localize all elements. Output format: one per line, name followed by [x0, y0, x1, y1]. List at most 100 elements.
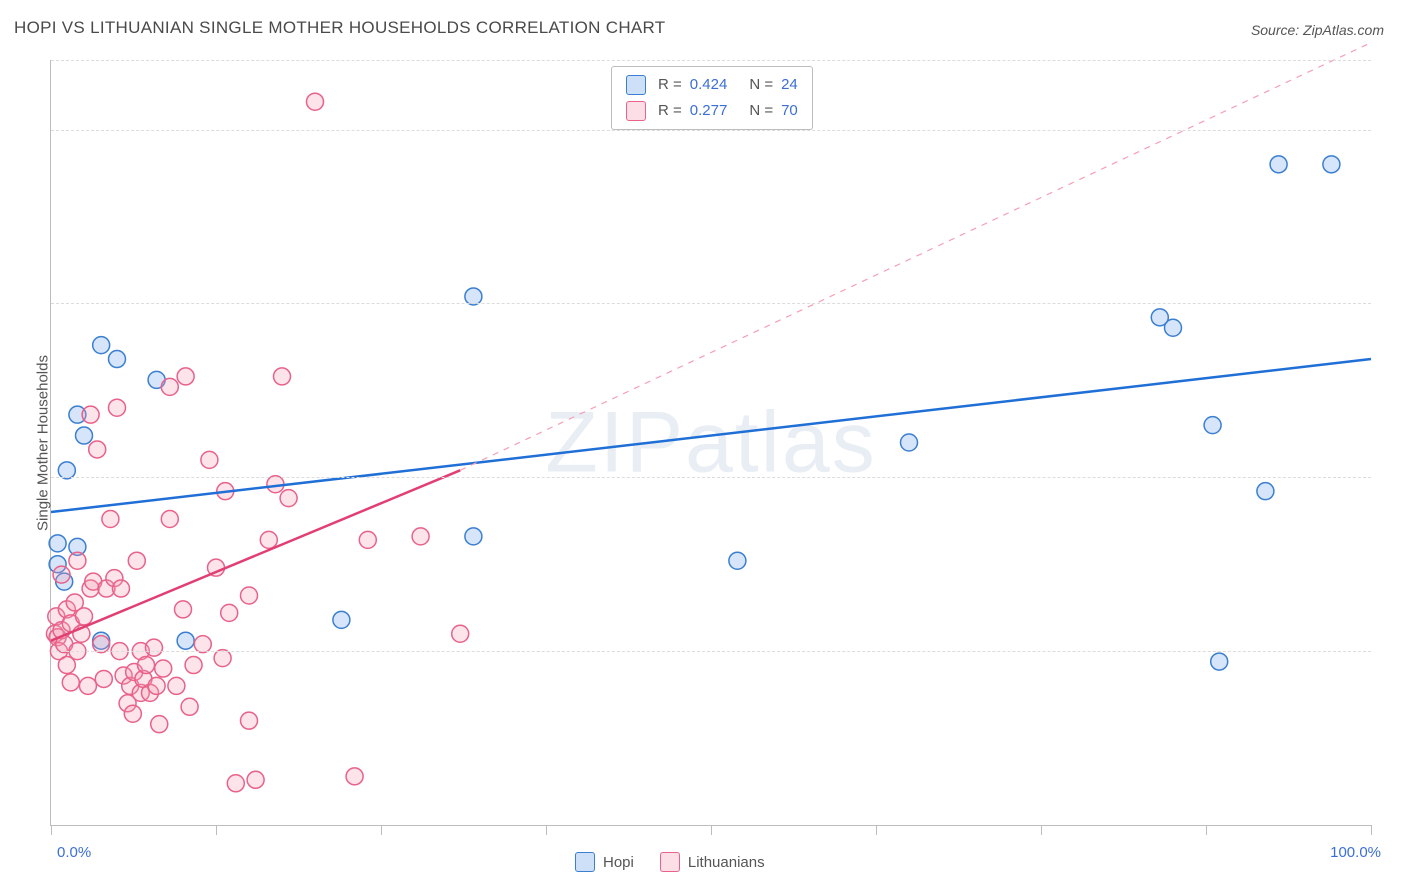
data-point	[124, 705, 141, 722]
data-point	[1204, 417, 1221, 434]
legend-n-value: 24	[781, 72, 798, 98]
data-point	[221, 604, 238, 621]
data-point	[161, 378, 178, 395]
x-tick	[51, 825, 52, 835]
data-point	[145, 639, 162, 656]
data-point	[201, 451, 218, 468]
legend-swatch	[626, 101, 646, 121]
data-point	[161, 511, 178, 528]
data-point	[194, 636, 211, 653]
data-point	[76, 427, 93, 444]
legend-r-value: 0.277	[690, 98, 728, 124]
x-tick	[1371, 825, 1372, 835]
legend-swatch	[660, 852, 680, 872]
legend-r-label: R =	[658, 72, 682, 98]
data-point	[1151, 309, 1168, 326]
legend-n-label: N =	[749, 98, 773, 124]
data-point	[181, 698, 198, 715]
legend-r-value: 0.424	[690, 72, 728, 98]
trend-line	[460, 43, 1371, 471]
gridline	[51, 651, 1371, 652]
data-point	[241, 712, 258, 729]
series-legend-item: Lithuanians	[660, 852, 765, 872]
data-point	[1211, 653, 1228, 670]
gridline	[51, 60, 1371, 61]
data-point	[49, 535, 66, 552]
data-point	[1257, 483, 1274, 500]
x-tick	[711, 825, 712, 835]
data-point	[333, 611, 350, 628]
data-point	[112, 580, 129, 597]
gridline	[51, 477, 1371, 478]
plot-area: ZIPatlas Single Mother Households R = 0.…	[50, 60, 1371, 826]
series-legend: Hopi Lithuanians	[575, 852, 765, 872]
series-legend-item: Hopi	[575, 852, 634, 872]
chart-title: HOPI VS LITHUANIAN SINGLE MOTHER HOUSEHO…	[14, 18, 666, 38]
source-label: Source: ZipAtlas.com	[1251, 22, 1384, 38]
data-point	[76, 608, 93, 625]
data-point	[901, 434, 918, 451]
x-tick	[546, 825, 547, 835]
data-point	[177, 368, 194, 385]
data-point	[729, 552, 746, 569]
legend-n-label: N =	[749, 72, 773, 98]
data-point	[412, 528, 429, 545]
trend-line	[51, 470, 460, 640]
gridline	[51, 130, 1371, 131]
data-point	[151, 716, 168, 733]
data-point	[128, 552, 145, 569]
data-point	[62, 674, 79, 691]
data-point	[307, 93, 324, 110]
legend-row: R = 0.277 N = 70	[626, 98, 798, 124]
data-point	[465, 288, 482, 305]
data-point	[1323, 156, 1340, 173]
x-tick-max: 100.0%	[1330, 844, 1381, 861]
x-tick	[1206, 825, 1207, 835]
y-axis-label: Single Mother Households	[35, 355, 52, 531]
legend-n-value: 70	[781, 98, 798, 124]
x-tick-min: 0.0%	[57, 844, 91, 861]
series-name: Hopi	[603, 854, 634, 871]
gridline	[51, 303, 1371, 304]
x-tick	[381, 825, 382, 835]
x-tick	[216, 825, 217, 835]
data-point	[93, 337, 110, 354]
x-tick	[876, 825, 877, 835]
data-point	[58, 462, 75, 479]
data-point	[214, 650, 231, 667]
data-point	[155, 660, 172, 677]
scatter-svg	[51, 60, 1371, 825]
series-name: Lithuanians	[688, 854, 765, 871]
trend-line	[51, 359, 1371, 512]
data-point	[465, 528, 482, 545]
data-point	[274, 368, 291, 385]
data-point	[1270, 156, 1287, 173]
data-point	[138, 657, 155, 674]
data-point	[53, 566, 70, 583]
data-point	[82, 406, 99, 423]
data-point	[359, 531, 376, 548]
legend-r-label: R =	[658, 98, 682, 124]
data-point	[241, 587, 258, 604]
legend-row: R = 0.424 N = 24	[626, 72, 798, 98]
data-point	[227, 775, 244, 792]
legend-swatch	[626, 75, 646, 95]
data-point	[346, 768, 363, 785]
correlation-legend: R = 0.424 N = 24 R = 0.277 N = 70	[611, 66, 813, 130]
data-point	[79, 677, 96, 694]
data-point	[109, 351, 126, 368]
data-point	[95, 670, 112, 687]
data-point	[89, 441, 106, 458]
data-point	[260, 531, 277, 548]
data-point	[69, 552, 86, 569]
data-point	[148, 677, 165, 694]
data-point	[109, 399, 126, 416]
data-point	[452, 625, 469, 642]
data-point	[185, 657, 202, 674]
data-point	[168, 677, 185, 694]
x-tick	[1041, 825, 1042, 835]
legend-swatch	[575, 852, 595, 872]
data-point	[280, 490, 297, 507]
data-point	[177, 632, 194, 649]
data-point	[247, 771, 264, 788]
